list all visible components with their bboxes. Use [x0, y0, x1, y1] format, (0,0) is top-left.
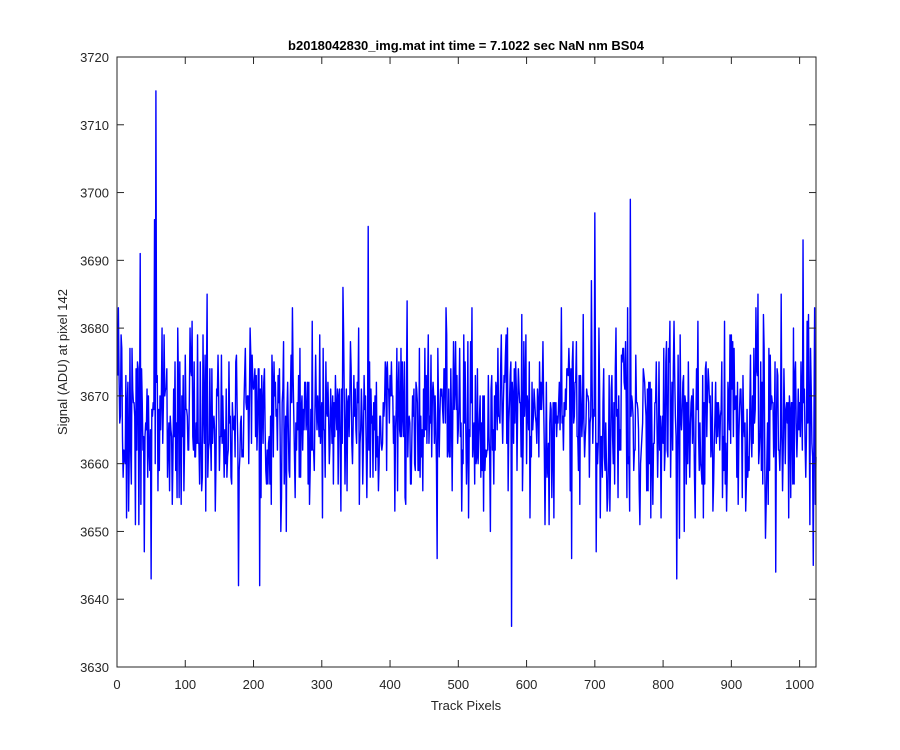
y-tick-label: 3630 [80, 660, 109, 675]
y-tick-label: 3650 [80, 524, 109, 539]
y-tick-label: 3690 [80, 253, 109, 268]
x-tick-label: 100 [174, 677, 196, 692]
x-tick-label: 800 [652, 677, 674, 692]
series-line [116, 90, 817, 628]
x-tick-label: 500 [447, 677, 469, 692]
y-tick-label: 3640 [80, 592, 109, 607]
y-tick-label: 3720 [80, 50, 109, 65]
y-axis: 3630 3640 3650 3660 3670 3680 3690 3700 3710 3720 [80, 50, 816, 675]
plot-area [117, 57, 816, 667]
y-tick-label: 3670 [80, 389, 109, 404]
x-tick-label: 200 [243, 677, 265, 692]
y-tick-label: 3700 [80, 186, 109, 201]
x-tick-label: 900 [721, 677, 743, 692]
series-layer [116, 90, 817, 628]
y-tick-label: 3710 [80, 118, 109, 133]
x-tick-label: 600 [516, 677, 538, 692]
x-tick-label: 700 [584, 677, 606, 692]
x-axis: 0 100 200 300 400 500 600 700 800 900 1000 [113, 57, 814, 692]
chart-title: b2018042830_img.mat int time = 7.1022 se… [288, 38, 645, 53]
x-tick-label: 0 [113, 677, 120, 692]
axes-box [116, 56, 817, 668]
x-tick-label: 1000 [785, 677, 814, 692]
x-tick-label: 300 [311, 677, 333, 692]
x-tick-label: 400 [379, 677, 401, 692]
x-axis-label: Track Pixels [431, 698, 502, 713]
y-axis-label: Signal (ADU) at pixel 142 [55, 289, 70, 435]
y-tick-label: 3680 [80, 321, 109, 336]
y-tick-label: 3660 [80, 457, 109, 472]
